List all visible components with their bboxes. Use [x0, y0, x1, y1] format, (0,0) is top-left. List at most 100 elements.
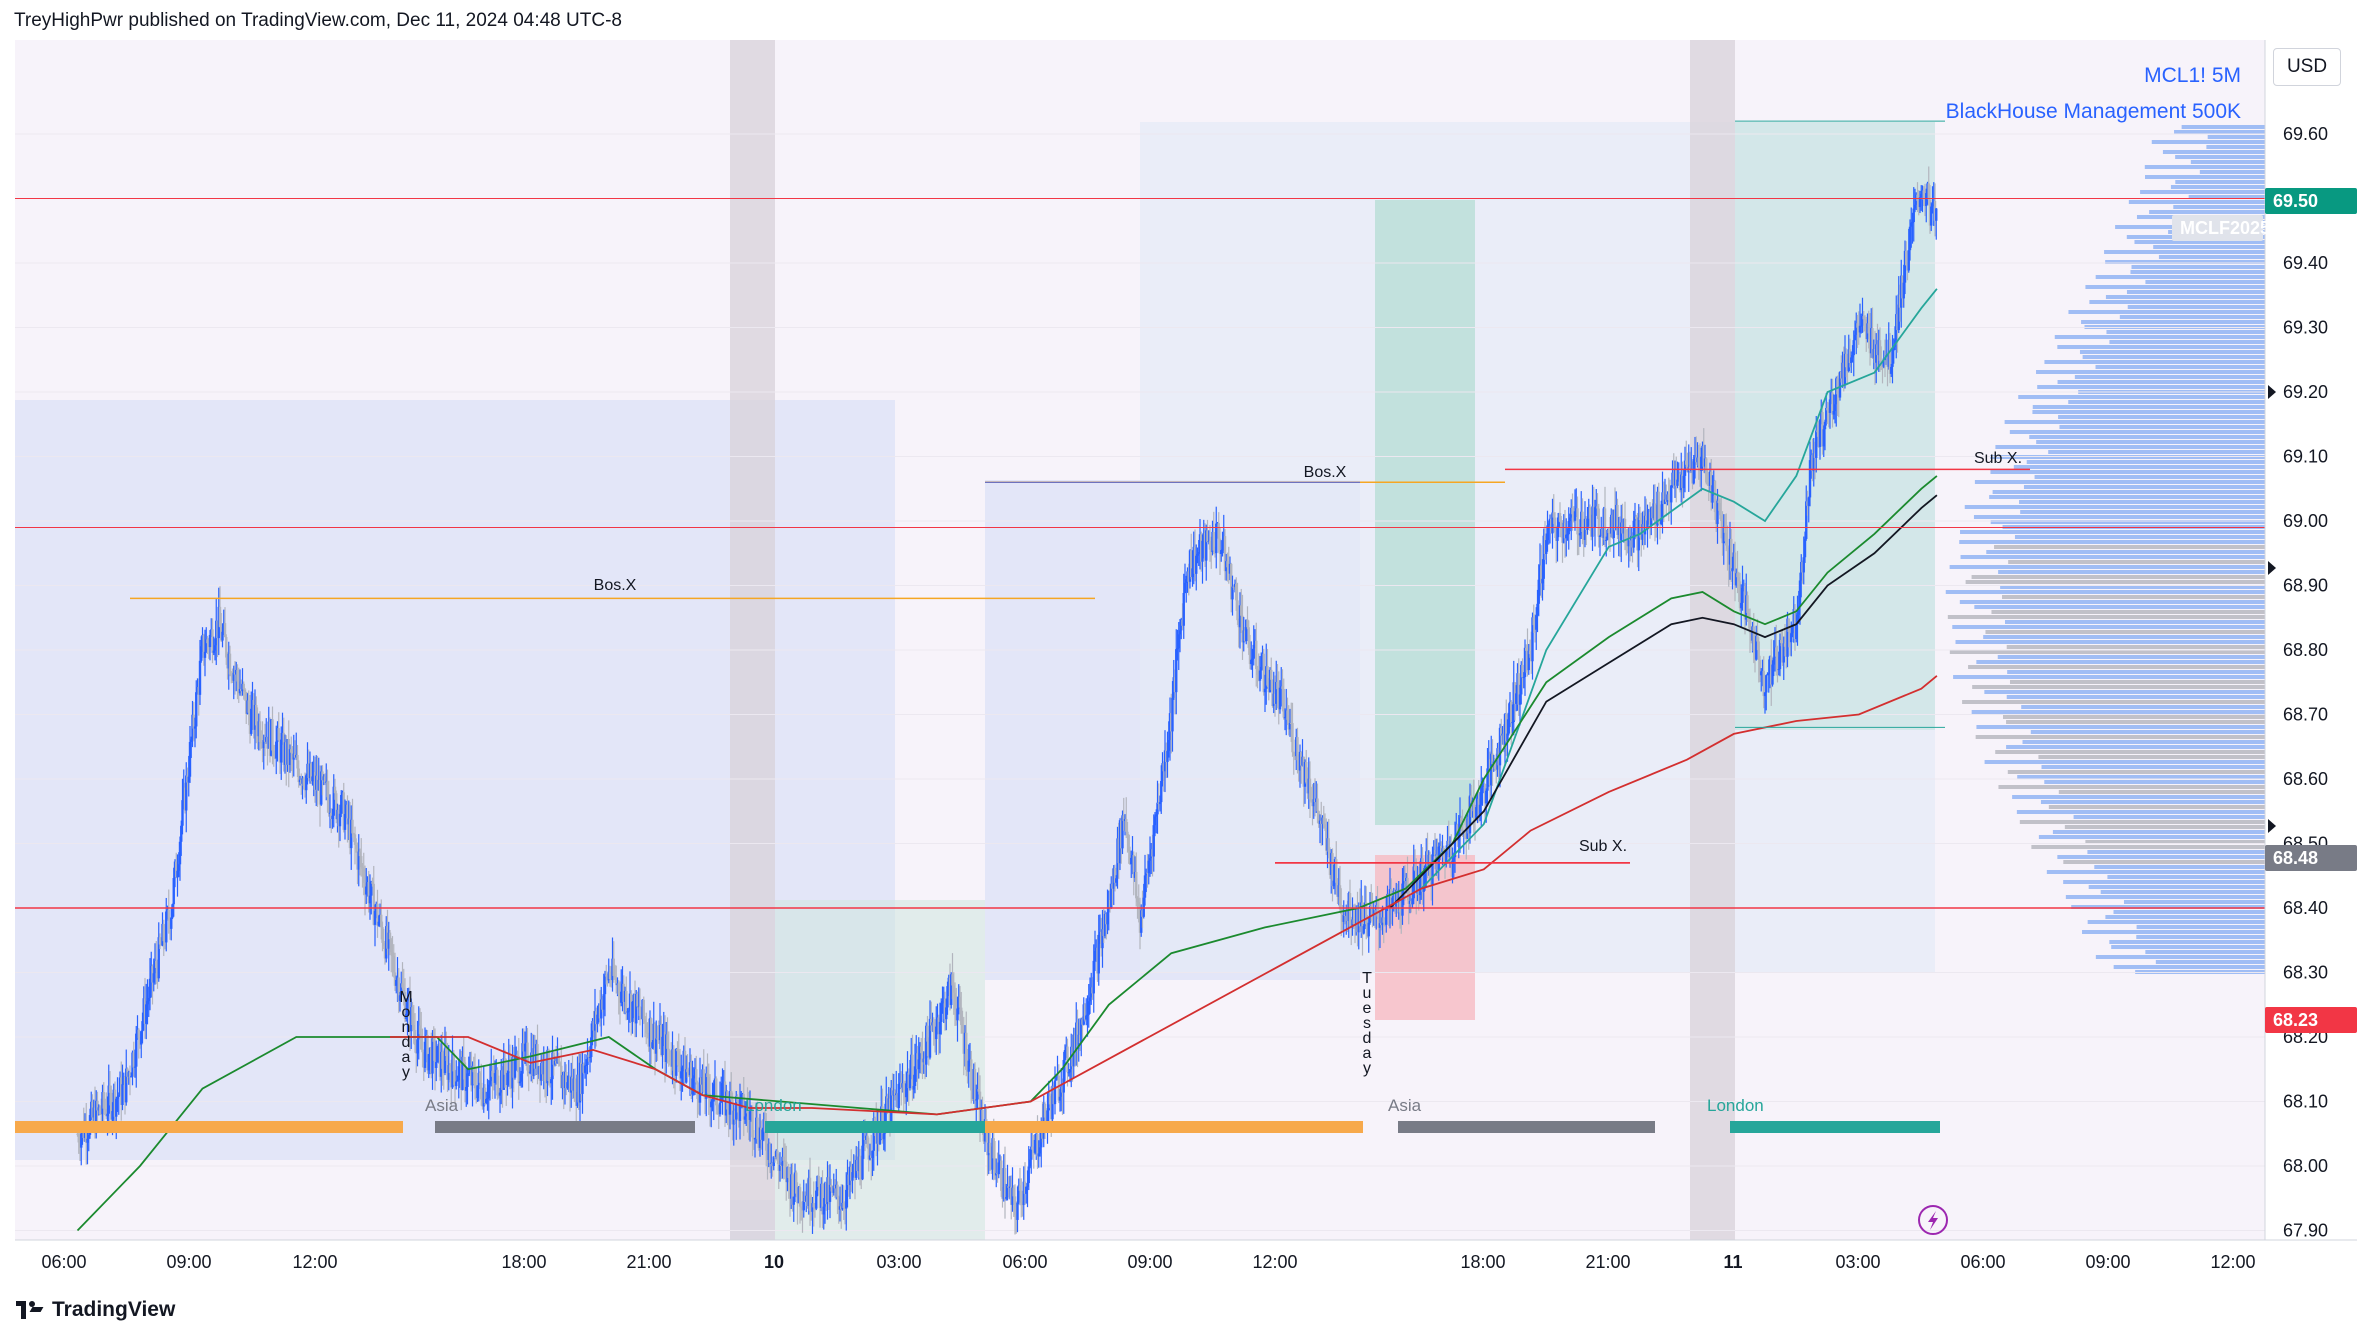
volume-profile-bar	[1983, 635, 2265, 639]
candle-body	[410, 1007, 413, 1032]
candle-body	[1386, 893, 1389, 908]
candle-body	[847, 1174, 850, 1186]
candle-body	[1362, 926, 1365, 934]
candle-body	[947, 977, 950, 987]
candle-body	[172, 878, 175, 905]
candle-body	[527, 1070, 530, 1073]
candle-body	[1602, 508, 1605, 538]
candle-body	[325, 781, 328, 783]
candle-body	[1876, 344, 1879, 356]
candle-body	[1608, 533, 1612, 535]
currency-button[interactable]: USD	[2273, 48, 2341, 86]
candle-body	[1193, 546, 1197, 574]
candle-body	[1337, 885, 1340, 897]
candle-body	[1550, 518, 1553, 534]
candle-body	[317, 779, 320, 791]
candle-body	[335, 793, 338, 820]
candle-body	[1935, 208, 1938, 221]
candle-body	[515, 1054, 518, 1057]
candle-body	[125, 1068, 128, 1103]
candle-body	[933, 1032, 937, 1040]
volume-profile-bar	[2058, 415, 2265, 419]
candle-body	[1845, 353, 1848, 368]
volume-profile-bar	[2113, 910, 2265, 914]
candle-body	[1796, 614, 1799, 624]
volume-profile-bar	[2181, 125, 2265, 129]
candle-body	[1101, 929, 1104, 949]
candle-body	[1716, 500, 1719, 525]
volume-profile-bar	[2079, 350, 2265, 354]
axes: 69.6069.4069.3069.2069.1069.0068.9068.80…	[15, 40, 2357, 1272]
candle-body	[621, 983, 624, 992]
candle-body	[1795, 623, 1798, 640]
candle-body	[350, 819, 353, 849]
scale-arrow	[2268, 819, 2276, 833]
candle-body	[1347, 893, 1350, 921]
y-tick-label: 69.10	[2283, 447, 2328, 467]
volume-profile-bar	[2037, 385, 2265, 389]
tradingview-logo[interactable]: TradingView	[16, 1298, 175, 1322]
session-label: London	[1707, 1096, 1764, 1115]
candle-body	[630, 993, 633, 1022]
candle-body	[940, 1003, 943, 1022]
candle-body	[91, 1101, 94, 1118]
candle-body	[540, 1062, 543, 1081]
candle-body	[555, 1060, 558, 1064]
indicator-lines	[15, 120, 2265, 1232]
candle-body	[1555, 532, 1558, 541]
volume-profile-bar	[2006, 645, 2265, 649]
candle-body	[1311, 800, 1314, 807]
candle-body	[1068, 1069, 1072, 1073]
candle-body	[718, 1102, 722, 1115]
candle-body	[1598, 535, 1602, 537]
candle-body	[1182, 592, 1185, 626]
candle-body	[1403, 877, 1407, 881]
candle-body	[417, 1025, 420, 1040]
candle-body	[668, 1050, 672, 1062]
candle-body	[287, 739, 290, 766]
candle-body	[1082, 1004, 1085, 1025]
candle-body	[1848, 349, 1852, 363]
candle-body	[738, 1097, 742, 1121]
candle-body	[643, 1019, 647, 1023]
candle-body	[286, 739, 289, 765]
candle-body	[422, 1052, 425, 1068]
candle-body	[341, 792, 344, 795]
candle-body	[777, 1160, 780, 1171]
candle-body	[418, 1025, 422, 1035]
candle-body	[1527, 650, 1530, 671]
candle-body	[1231, 586, 1234, 600]
volume-profile-bar	[1984, 690, 2265, 694]
candle-body	[1633, 516, 1637, 521]
volume-profile-bar	[1973, 515, 2265, 519]
candle-body	[886, 1096, 889, 1111]
candle-body	[1385, 907, 1388, 925]
candle-body	[1505, 714, 1508, 742]
volume-profile-bar	[1959, 540, 2265, 544]
candle-body	[1932, 200, 1935, 204]
candle-body	[1285, 710, 1288, 718]
candle-body	[122, 1076, 125, 1085]
volume-profile-bar	[2057, 380, 2265, 384]
candle-body	[371, 881, 374, 884]
candle-body	[303, 785, 307, 791]
candle-body	[1402, 877, 1405, 884]
candle-body	[170, 917, 173, 929]
candle-body	[1508, 701, 1512, 713]
volume-profile-bar	[2081, 320, 2265, 324]
candle-body	[861, 1145, 864, 1180]
candle-body	[468, 1069, 472, 1074]
candle-body	[950, 974, 953, 1005]
volume-profile-bar	[2041, 765, 2265, 769]
volume-profile-bar	[2057, 345, 2265, 349]
candle-body	[1071, 1046, 1074, 1067]
candle-body	[911, 1054, 914, 1090]
candle-body	[1731, 568, 1734, 572]
candle-body	[647, 1033, 650, 1047]
candle-body	[891, 1087, 894, 1096]
candle-body	[1053, 1080, 1057, 1105]
zone-premium	[1140, 122, 1935, 972]
candle-body	[806, 1195, 809, 1207]
candle-body	[1100, 931, 1103, 949]
